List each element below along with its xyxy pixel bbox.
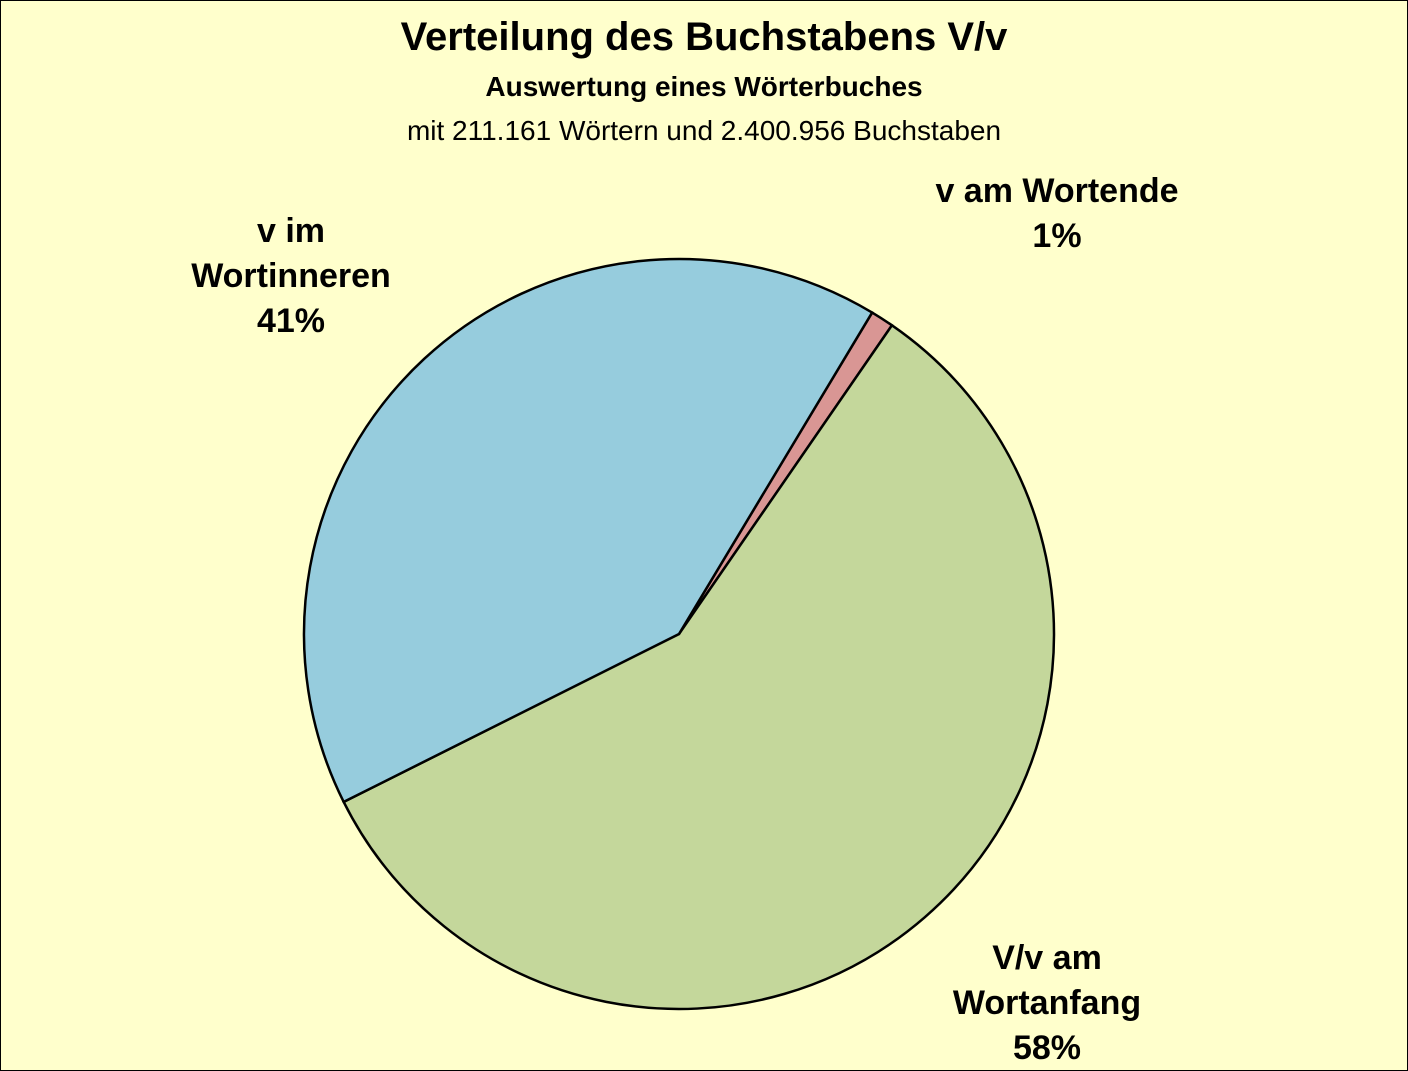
category-label: V/v am Wortanfang: [952, 939, 1142, 1022]
pie-slice: [302, 257, 874, 804]
slice-label: v im Wortinneren 41%: [161, 209, 421, 344]
value-label: 41%: [256, 302, 326, 340]
category-label: v im Wortinneren: [191, 212, 391, 295]
slice-label: v am Wortende 1%: [927, 169, 1187, 259]
category-label: v am Wortende: [935, 172, 1179, 210]
pie-slice: [342, 323, 1056, 1011]
chart-title: Verteilung des Buchstabens V/v: [400, 15, 1008, 59]
value-label: 58%: [1012, 1029, 1082, 1067]
slice-label: V/v am Wortanfang 58%: [917, 936, 1177, 1070]
chart-note: mit 211.161 Wörtern und 2.400.956 Buchst…: [406, 115, 1002, 146]
value-label: 1%: [1032, 217, 1082, 255]
chart-subtitle: Auswertung eines Wörterbuches: [485, 71, 923, 102]
